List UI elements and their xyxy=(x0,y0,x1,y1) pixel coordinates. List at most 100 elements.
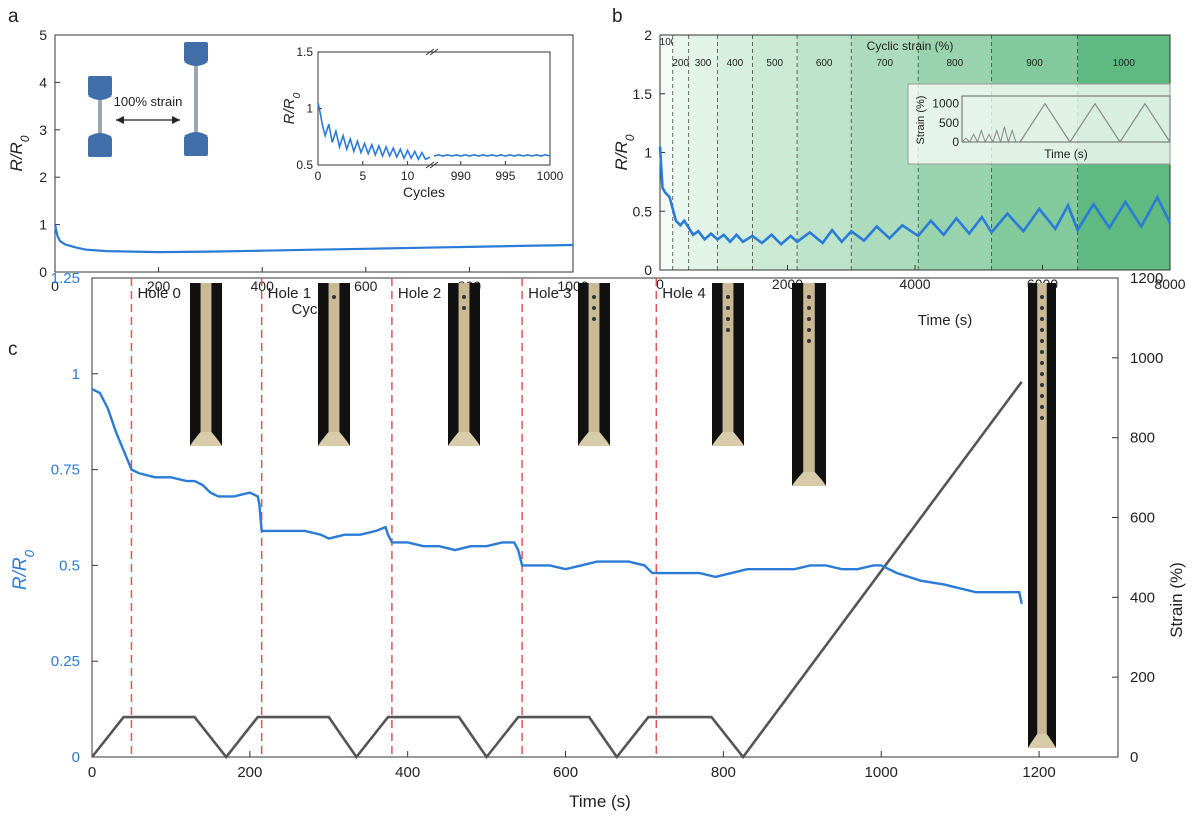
photo-hole xyxy=(1040,306,1044,310)
strain-region-label: 600 xyxy=(816,58,833,69)
panel-c: c0 200 400 600 800 1000 120000.250.50.7511.250… xyxy=(8,270,1186,811)
photo-hole-4-stretched xyxy=(792,283,826,486)
panel-label-c: c xyxy=(8,339,18,360)
photo-hole xyxy=(807,317,811,321)
photo-specimen-shoulder xyxy=(318,432,350,446)
photo-hole xyxy=(1040,405,1044,409)
y-tick-label-c: 0.5 xyxy=(59,557,80,574)
specimen-gauge xyxy=(194,60,198,138)
x-tick-label-a: 0 xyxy=(51,278,59,294)
photo-final-stretched xyxy=(1028,283,1056,748)
photo-hole xyxy=(592,306,596,310)
y-tick-label-c: 0 xyxy=(72,749,80,766)
inset-y-tick-label-a: 0.5 xyxy=(296,158,313,172)
strain-region-label: 300 xyxy=(695,58,712,69)
y-axis-label-c-text: R/R0 xyxy=(10,549,37,590)
strain-region-label: 400 xyxy=(727,58,744,69)
strain-annotation-a: 100% strain xyxy=(114,94,183,109)
inset-y-tick-label-a: 1.5 xyxy=(296,45,313,59)
inset-series-right-a xyxy=(433,153,551,157)
specimen-stretched xyxy=(184,42,208,156)
specimen-unstretched xyxy=(88,76,112,157)
strain-region-label: 900 xyxy=(1026,58,1043,69)
photo-hole-1 xyxy=(318,283,350,446)
photo-specimen-shoulder xyxy=(448,432,480,446)
y-tick-label-c: 0.75 xyxy=(51,462,80,479)
photo-hole xyxy=(1040,416,1044,420)
hole-label: Hole 2 xyxy=(398,285,441,302)
photo-hole xyxy=(807,295,811,299)
strain-region-label: 700 xyxy=(876,58,893,69)
specimen-grip-top xyxy=(184,42,208,62)
y-axis-label-c: R/R0 xyxy=(10,549,37,590)
photo-specimen-strip xyxy=(588,283,600,446)
photo-hole-4 xyxy=(712,283,744,446)
photo-hole xyxy=(592,317,596,321)
inset-y-label-a-text: R/R0 xyxy=(281,93,303,125)
panel-label-a: a xyxy=(8,6,19,27)
photo-hole xyxy=(1040,350,1044,354)
photo-specimen-strip xyxy=(803,283,815,486)
x-tick-label-c: 400 xyxy=(395,764,420,781)
inset-y-tick-label-b: 500 xyxy=(939,116,959,130)
specimen-fillet-bottom xyxy=(184,132,208,136)
inset-x-tick-label-a: 1000 xyxy=(537,169,564,183)
y-tick-label-c: 1.25 xyxy=(51,270,80,287)
y-tick-label-a: 4 xyxy=(39,74,47,90)
y-right-tick-label-c: 0 xyxy=(1130,749,1138,766)
photo-specimen-shoulder xyxy=(792,472,826,486)
photo-specimen-shoulder xyxy=(1028,734,1056,748)
axis-break-top-a xyxy=(425,48,439,56)
series-line-resistance xyxy=(91,388,1023,604)
x-tick-label-b: 4000 xyxy=(899,276,930,292)
y-right-tick-label-c: 400 xyxy=(1130,589,1155,606)
x-axis-label-b: Time (s) xyxy=(918,312,972,329)
inset-y-label-a: R/R0 xyxy=(281,93,303,125)
photo-hole xyxy=(726,328,730,332)
photo-specimen-strip xyxy=(722,283,734,446)
inset-x-tick-label-a: 990 xyxy=(451,169,471,183)
photo-hole xyxy=(1040,339,1044,343)
y-tick-label-b: 1.5 xyxy=(633,86,653,102)
photo-hole xyxy=(1040,328,1044,332)
photo-hole xyxy=(592,295,596,299)
x-tick-label-c: 0 xyxy=(88,764,96,781)
x-tick-label-c: 800 xyxy=(711,764,736,781)
inset-b: 0 500 1000 Time (s) Strain (%) xyxy=(907,83,1171,165)
photo-specimen-strip xyxy=(200,283,212,446)
photo-specimen-strip xyxy=(1037,283,1047,748)
photo-hole xyxy=(726,306,730,310)
series-line-b xyxy=(658,146,1172,246)
y-tick-label-c: 1 xyxy=(72,366,80,383)
region-title-b: Cyclic strain (%) xyxy=(867,39,954,53)
strain-region-300 xyxy=(688,35,718,270)
hole-label: Hole 0 xyxy=(137,285,180,302)
photo-hole-3 xyxy=(578,283,610,446)
strain-region-label: 500 xyxy=(766,58,783,69)
y-right-tick-label-c: 600 xyxy=(1130,510,1155,527)
strain-region-200 xyxy=(672,35,689,270)
specimen-grip-top xyxy=(88,76,112,96)
strain-region-500 xyxy=(752,35,798,270)
photo-hole xyxy=(1040,394,1044,398)
y-axis-label-a-text: R/R0 xyxy=(7,135,32,171)
y-tick-label-b: 1 xyxy=(644,145,652,161)
photo-hole-2 xyxy=(448,283,480,446)
x-tick-label-c: 1000 xyxy=(865,764,898,781)
inset-x-tick-label-a: 995 xyxy=(495,169,515,183)
x-tick-label-a: 200 xyxy=(147,278,171,294)
photo-specimen-shoulder xyxy=(712,432,744,446)
photo-specimen-strip xyxy=(458,283,470,446)
photo-specimen-strip xyxy=(328,283,340,446)
x-tick-label-b: 0 xyxy=(656,276,664,292)
strain-region-label: 100 xyxy=(660,37,677,48)
strain-region-label: 200 xyxy=(672,58,689,69)
y-right-tick-label-c: 800 xyxy=(1130,430,1155,447)
series-line-a xyxy=(53,224,574,254)
specimen-gauge xyxy=(98,94,102,139)
axis-break-bottom-a xyxy=(425,161,439,169)
plot-frame-a xyxy=(54,34,574,273)
inset-x-tick-label-a: 0 xyxy=(315,169,322,183)
y-right-axis-label-c: Strain (%) xyxy=(1167,562,1186,638)
photo-hole xyxy=(807,328,811,332)
